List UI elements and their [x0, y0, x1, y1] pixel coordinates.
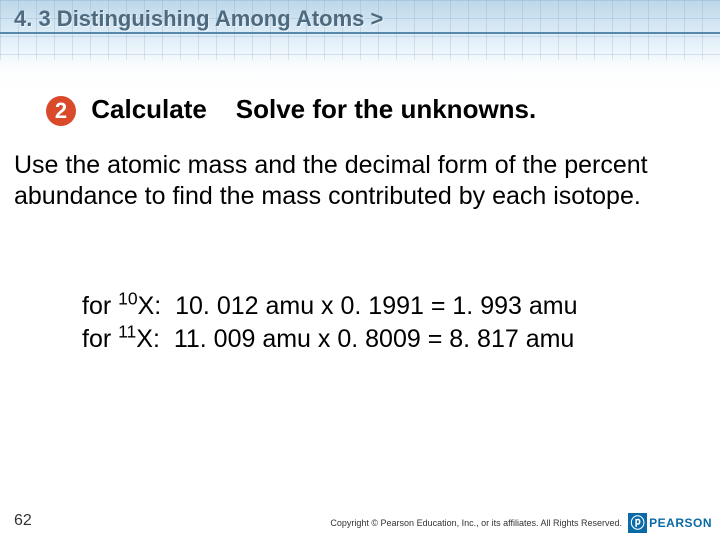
calc-prefix: for: [82, 292, 118, 320]
header-underline: [0, 32, 720, 34]
step-text: Solve for the unknowns.: [236, 94, 536, 124]
step-label: Calculate: [91, 94, 207, 124]
calc-superscript: 11: [118, 321, 136, 341]
step-number-circle: 2: [46, 96, 76, 126]
calc-row: for 10X: 10. 012 amu x 0. 1991 = 1. 993 …: [82, 290, 692, 323]
calc-row: for 11X: 11. 009 amu x 0. 8009 = 8. 817 …: [82, 323, 692, 356]
instruction-text: Use the atomic mass and the decimal form…: [14, 150, 704, 213]
publisher-logo: ⓟ PEARSON: [628, 512, 712, 534]
calc-prefix: for: [82, 325, 118, 353]
calc-symbol: X:: [136, 325, 160, 353]
logo-text: PEARSON: [649, 516, 712, 530]
breadcrumb: 4. 3 Distinguishing Among Atoms >: [14, 6, 383, 32]
calc-expression: 11. 009 amu x 0. 8009 = 8. 817 amu: [174, 325, 575, 353]
calc-symbol: X:: [138, 292, 162, 320]
page-number: 62: [14, 512, 32, 530]
calc-expression: 10. 012 amu x 0. 1991 = 1. 993 amu: [175, 292, 577, 320]
calc-superscript: 10: [118, 289, 137, 309]
calculation-block: for 10X: 10. 012 amu x 0. 1991 = 1. 993 …: [82, 290, 692, 355]
step-row: 2 Calculate Solve for the unknowns.: [46, 94, 686, 126]
copyright-text: Copyright © Pearson Education, Inc., or …: [330, 518, 622, 528]
logo-icon: ⓟ: [628, 513, 647, 533]
